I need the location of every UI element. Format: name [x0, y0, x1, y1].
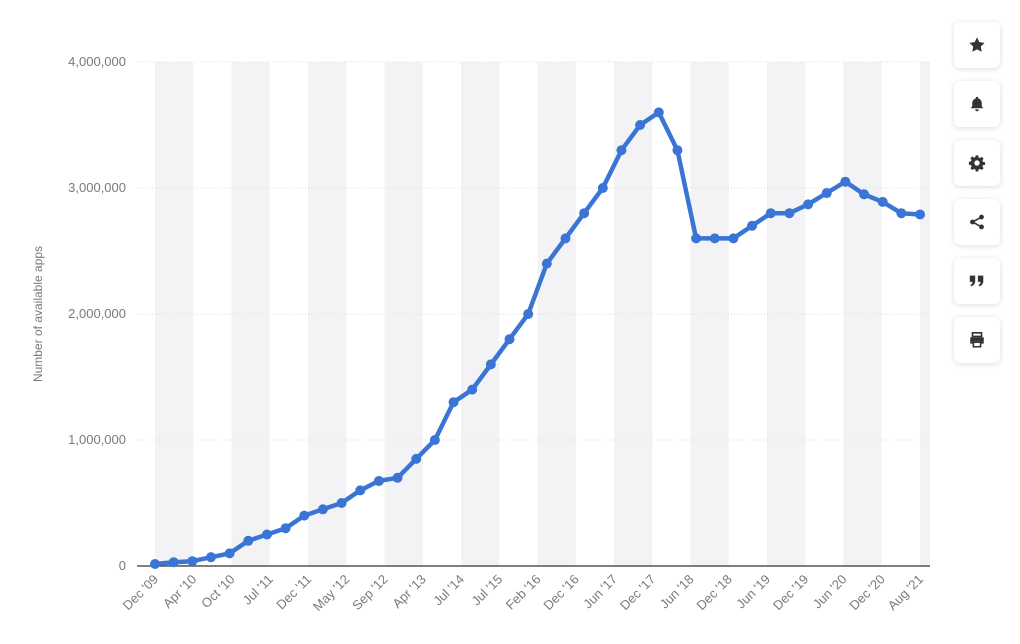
y-tick-label: 0 [119, 558, 126, 573]
gear-icon [968, 155, 986, 172]
y-tick-label: 4,000,000 [68, 54, 126, 69]
data-point [653, 107, 664, 118]
data-point [915, 209, 925, 220]
data-point [709, 233, 720, 244]
data-point [803, 199, 814, 210]
y-tick-label: 3,000,000 [68, 180, 126, 195]
cite-button[interactable] [954, 258, 1000, 304]
data-point [747, 220, 758, 231]
data-point [355, 485, 366, 496]
data-point [243, 535, 254, 546]
bell-icon [970, 96, 984, 112]
settings-button[interactable] [954, 140, 1000, 186]
column-band [155, 62, 194, 566]
data-point [635, 120, 646, 130]
x-tick-label: Dec '20 [846, 572, 887, 613]
x-tick-label: Dec '09 [120, 572, 161, 613]
data-point [616, 145, 627, 156]
column-band [920, 62, 930, 566]
data-point [579, 208, 590, 219]
data-point [448, 397, 459, 408]
x-tick-label: Dec '11 [273, 572, 314, 613]
data-point [187, 556, 198, 567]
data-point [317, 504, 328, 515]
x-tick-label: Apr '13 [389, 572, 428, 611]
x-tick-label: Jul '15 [468, 572, 505, 609]
y-axis-title: Number of available apps [31, 246, 45, 382]
data-point [429, 435, 440, 445]
data-point [373, 475, 384, 486]
line-chart: 0 1,000,000 2,000,000 3,000,000 4,000,000 Dec… [31, 54, 930, 615]
quote-icon [969, 275, 984, 287]
data-point [821, 188, 832, 199]
x-tick-label: Dec '16 [540, 572, 581, 613]
data-point [261, 529, 272, 540]
data-point [523, 309, 534, 319]
x-tick-label: Jun '17 [580, 572, 620, 612]
x-tick-label: May '12 [310, 572, 353, 615]
data-point [224, 548, 235, 559]
column-band [384, 62, 423, 566]
x-tick-label: Jun '19 [733, 572, 773, 612]
data-point [896, 208, 907, 219]
data-point [205, 552, 216, 563]
data-point [541, 258, 552, 269]
column-band [231, 62, 270, 566]
data-point [877, 196, 888, 207]
y-tick-label: 1,000,000 [68, 432, 126, 447]
data-point [728, 233, 739, 244]
column-band [767, 62, 806, 566]
x-tick-label: Jun '20 [810, 572, 850, 612]
column-band [308, 62, 347, 566]
share-icon [970, 214, 984, 230]
x-tick-label: Sep '12 [349, 572, 390, 613]
notification-button[interactable] [954, 81, 1000, 127]
x-tick-label: Apr '10 [160, 572, 199, 611]
data-point [597, 183, 608, 193]
data-point [765, 208, 776, 219]
x-tick-label: Jul '14 [430, 572, 467, 609]
x-tick-label: Feb '16 [503, 572, 544, 613]
data-point [560, 233, 571, 244]
data-point [485, 359, 496, 370]
x-tick-label: Jun '18 [657, 572, 697, 612]
x-tick-label: Oct '10 [198, 572, 237, 611]
data-point [392, 472, 403, 483]
printer-icon [970, 331, 984, 348]
share-button[interactable] [954, 199, 1000, 245]
data-point [840, 176, 851, 187]
column-band [537, 62, 576, 566]
data-point [672, 145, 683, 156]
x-tick-label: Dec '17 [617, 572, 658, 613]
bookmark-button[interactable] [954, 22, 1000, 68]
column-band [690, 62, 729, 566]
data-point [784, 208, 795, 219]
data-point [504, 334, 515, 345]
x-tick-label: Dec '18 [693, 572, 734, 613]
star-icon [969, 37, 985, 52]
column-band [843, 62, 882, 566]
y-tick-label: 2,000,000 [68, 306, 126, 321]
data-point [411, 453, 422, 464]
x-tick-label: Dec '19 [770, 572, 811, 613]
chart-svg: 0 1,000,000 2,000,000 3,000,000 4,000,000 Dec… [31, 54, 930, 615]
x-tick-label: Jul '11 [240, 572, 276, 608]
column-band [461, 62, 500, 566]
data-point [467, 384, 478, 395]
chart-toolbar [954, 22, 1002, 363]
x-tick-label: Aug '21 [885, 572, 926, 613]
data-point [336, 498, 347, 508]
data-point [859, 189, 870, 200]
print-button[interactable] [954, 317, 1000, 363]
data-point [150, 558, 160, 569]
data-point [280, 523, 291, 534]
data-point [168, 557, 179, 568]
data-point [299, 510, 310, 521]
data-point [691, 233, 702, 244]
